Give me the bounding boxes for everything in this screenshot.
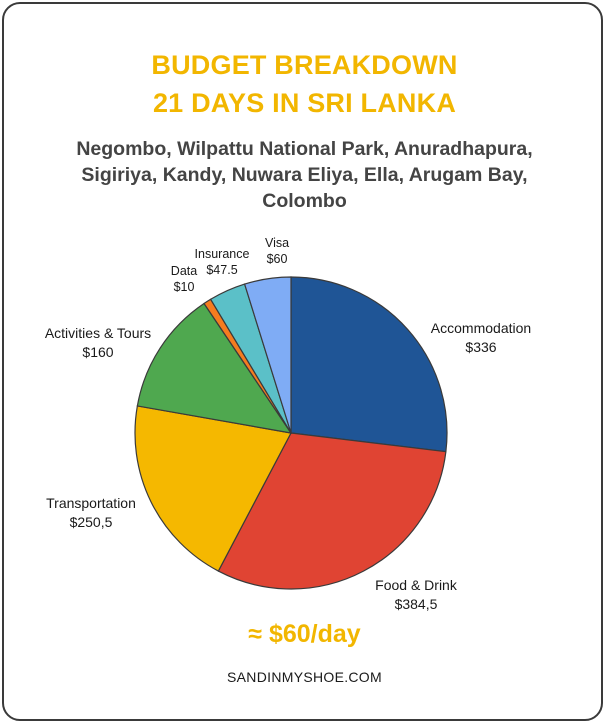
slice-label: Activities & Tours [45,325,151,341]
subtitle-line-1: Negombo, Wilpattu National Park, Anuradh… [76,138,533,160]
pie-slice-accommodation [290,276,448,453]
subtitle-line-3: Colombo [262,190,347,212]
pie-slice-transportation [134,405,292,572]
slice-label: Food & Drink [375,577,458,593]
slice-value-label: $10 [174,280,195,294]
pie-slices [134,276,448,590]
subtitle: Negombo, Wilpattu National Park, Anuradh… [40,136,569,214]
slice-label: Insurance [195,247,250,261]
website-credit: SANDINMYSHOE.COM [227,669,382,685]
slice-value-label: $384,5 [395,596,438,612]
slice-label: Visa [265,236,289,250]
slice-label: Accommodation [431,320,531,336]
slice-label: Data [171,264,197,278]
slice-value-label: $60 [267,252,288,266]
slice-value-label: $250,5 [70,514,113,530]
slice-value-label: $160 [82,344,113,360]
slice-value-label: $47.5 [206,263,237,277]
title-line-1: BUDGET BREAKDOWN [151,50,458,80]
pie-slice-visa [243,276,292,434]
pie-slice-food-drink [217,432,447,590]
title-line-2: 21 DAYS IN SRI LANKA [152,88,457,118]
per-day-cost: ≈ $60/day [248,620,361,648]
subtitle-line-2: Sigiriya, Kandy, Nuwara Eliya, Ella, Aru… [81,164,528,186]
slice-value-label: $336 [465,339,496,355]
pie-slice-activities-tours [136,302,293,434]
slice-label: Transportation [46,495,136,511]
pie-labels: Accommodation $336 Food & Drink $384,5 Trans… [45,236,531,612]
